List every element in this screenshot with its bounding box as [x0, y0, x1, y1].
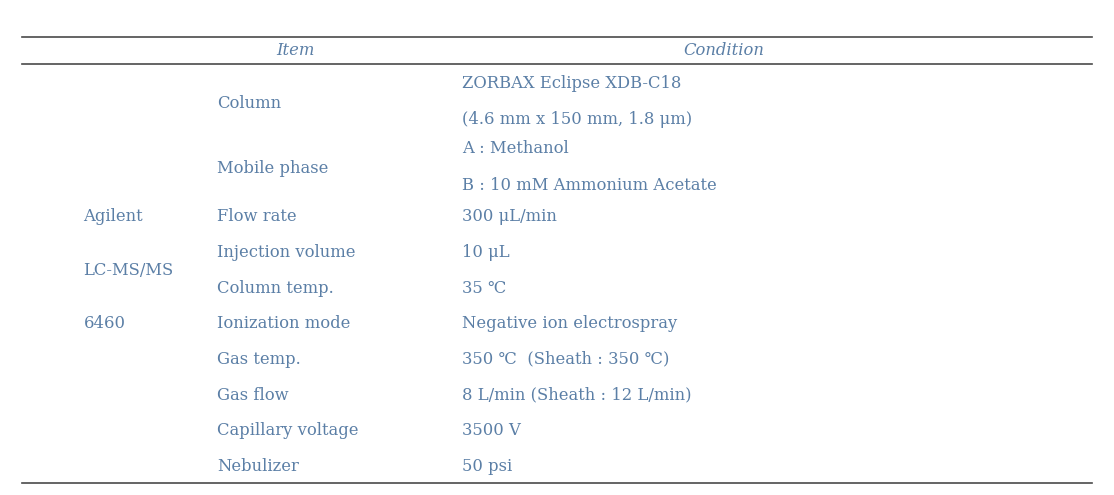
Text: Gas flow: Gas flow [217, 387, 289, 403]
Text: 300 μL/min: 300 μL/min [462, 208, 557, 225]
Text: 8 L/min (Sheath : 12 L/min): 8 L/min (Sheath : 12 L/min) [462, 387, 692, 403]
Text: 35 ℃: 35 ℃ [462, 280, 507, 297]
Text: Flow rate: Flow rate [217, 208, 296, 225]
Text: 50 psi: 50 psi [462, 458, 512, 475]
Text: Negative ion electrospray: Negative ion electrospray [462, 315, 677, 332]
Text: (4.6 mm x 150 mm, 1.8 μm): (4.6 mm x 150 mm, 1.8 μm) [462, 111, 693, 128]
Text: 3500 V: 3500 V [462, 422, 521, 439]
Text: Capillary voltage: Capillary voltage [217, 422, 359, 439]
Text: Nebulizer: Nebulizer [217, 458, 299, 475]
Text: 6460: 6460 [84, 315, 126, 332]
Text: Injection volume: Injection volume [217, 244, 355, 261]
Text: 350 ℃  (Sheath : 350 ℃): 350 ℃ (Sheath : 350 ℃) [462, 351, 670, 368]
Text: ZORBAX Eclipse XDB-C18: ZORBAX Eclipse XDB-C18 [462, 75, 682, 92]
Text: Agilent: Agilent [84, 208, 144, 225]
Text: Gas temp.: Gas temp. [217, 351, 301, 368]
Text: Ionization mode: Ionization mode [217, 315, 351, 332]
Text: Mobile phase: Mobile phase [217, 160, 329, 177]
Text: Column temp.: Column temp. [217, 280, 334, 297]
Text: B : 10 mM Ammonium Acetate: B : 10 mM Ammonium Acetate [462, 177, 717, 194]
Text: Item: Item [276, 42, 314, 59]
Text: 10 μL: 10 μL [462, 244, 510, 261]
Text: A : Methanol: A : Methanol [462, 140, 569, 157]
Text: Column: Column [217, 96, 282, 112]
Text: Condition: Condition [684, 42, 764, 59]
Text: LC-MS/MS: LC-MS/MS [84, 262, 174, 279]
